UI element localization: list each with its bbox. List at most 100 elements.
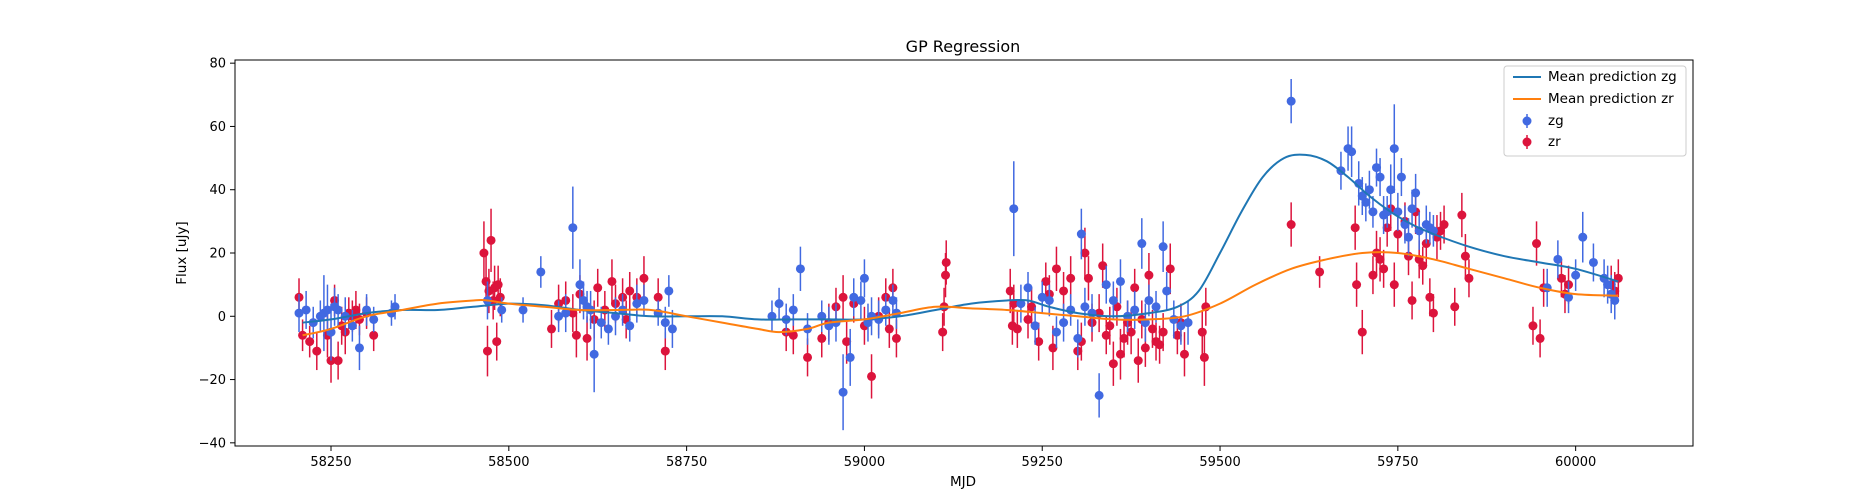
zg-point <box>1051 327 1061 337</box>
zr-point <box>891 333 901 343</box>
zg-point <box>1108 295 1118 305</box>
zr-point <box>1027 302 1037 312</box>
zr-point <box>492 337 502 347</box>
zg-point <box>1037 292 1047 302</box>
zr-point <box>1048 343 1058 353</box>
legend-label-zr-mean: Mean prediction zr <box>1548 91 1674 107</box>
zr-point <box>1080 248 1090 258</box>
zg-point <box>1372 163 1382 173</box>
zr-point <box>1375 254 1385 264</box>
zg-point <box>1101 280 1111 290</box>
x-tick-label: 58750 <box>666 455 707 470</box>
x-tick-label: 59250 <box>1022 455 1063 470</box>
zg-point <box>333 305 343 315</box>
zr-point <box>1126 327 1136 337</box>
zr-point <box>1115 349 1125 359</box>
zr-point <box>369 330 379 340</box>
zg-point <box>518 305 528 315</box>
zg-point <box>568 223 578 233</box>
zr-point <box>1105 321 1115 331</box>
zg-point <box>1023 283 1033 293</box>
y-tick-label: 60 <box>209 120 226 135</box>
zr-point <box>1352 280 1362 290</box>
zg-point <box>664 286 674 296</box>
zg-point <box>1404 232 1414 242</box>
zr-point <box>568 308 578 318</box>
zg-point <box>1016 299 1026 309</box>
chart-title: GP Regression <box>906 37 1021 56</box>
zr-point <box>571 330 581 340</box>
zr-point <box>884 324 894 334</box>
zg-point <box>667 324 677 334</box>
zr-point <box>546 324 556 334</box>
zg-point <box>660 318 670 328</box>
mean-prediction-zg-line <box>302 153 1619 324</box>
zr-point <box>1532 239 1542 249</box>
zr-point <box>1101 330 1111 340</box>
zg-point <box>838 387 848 397</box>
zr-point <box>298 330 308 340</box>
mean-prediction-zr-line <box>302 251 1619 337</box>
zg-point <box>1396 172 1406 182</box>
x-tick-label: 59000 <box>844 455 885 470</box>
x-tick-label: 59750 <box>1377 455 1418 470</box>
legend-label-zg-mean: Mean prediction zg <box>1548 69 1677 85</box>
zr-point <box>1460 251 1470 261</box>
zr-point <box>1535 333 1545 343</box>
zr-point <box>625 286 635 296</box>
zr-point <box>1155 340 1165 350</box>
zr-point <box>1108 359 1118 369</box>
zr-point <box>1147 324 1157 334</box>
zr-point <box>1041 276 1051 286</box>
zg-point <box>1030 321 1040 331</box>
zg-point <box>1407 204 1417 214</box>
x-tick-label: 59500 <box>1199 455 1240 470</box>
zr-point <box>1199 352 1209 362</box>
legend-label-zg: zg <box>1548 113 1564 129</box>
zg-point <box>849 292 859 302</box>
zg-point <box>1578 232 1588 242</box>
legend-label-zr: zr <box>1548 134 1561 150</box>
zr-point <box>1425 292 1435 302</box>
zr-point <box>1450 302 1460 312</box>
zg-point <box>1176 321 1186 331</box>
zg-point <box>856 295 866 305</box>
zg-point <box>1080 302 1090 312</box>
zg-point <box>603 324 613 334</box>
zg-point <box>1076 229 1086 239</box>
y-tick-label: 0 <box>218 310 226 325</box>
zg-point <box>774 299 784 309</box>
zr-point <box>867 371 877 381</box>
zg-point <box>1347 147 1357 157</box>
zg-point <box>1286 96 1296 106</box>
zr-point <box>1066 273 1076 283</box>
zr-point <box>593 283 603 293</box>
zr-point <box>1130 283 1140 293</box>
zr-point <box>1428 308 1438 318</box>
zg-point <box>1059 318 1069 328</box>
zg-point <box>859 273 869 283</box>
zg-point <box>1094 390 1104 400</box>
zg-point <box>1389 144 1399 154</box>
zg-point <box>632 299 642 309</box>
zg-point <box>347 321 357 331</box>
zg-point <box>881 305 891 315</box>
zr-point <box>1083 273 1093 283</box>
zg-point <box>1115 276 1125 286</box>
zg-point <box>554 311 564 321</box>
zg-point <box>1386 185 1396 195</box>
legend-box <box>1503 65 1687 157</box>
zr-point <box>1034 337 1044 347</box>
zg-point <box>589 349 599 359</box>
zr-point <box>482 346 492 356</box>
zr-point <box>660 346 670 356</box>
zr-point <box>838 292 848 302</box>
zg-point <box>301 305 311 315</box>
zr-point <box>1393 229 1403 239</box>
zr-point <box>1012 324 1022 334</box>
zr-point <box>495 292 505 302</box>
y-tick-label: 40 <box>209 183 226 198</box>
zg-point <box>788 305 798 315</box>
x-axis-ticks: 58250 58500 58750 59000 59250 59500 59750 60000 <box>310 446 1596 470</box>
zg-point <box>1564 292 1574 302</box>
